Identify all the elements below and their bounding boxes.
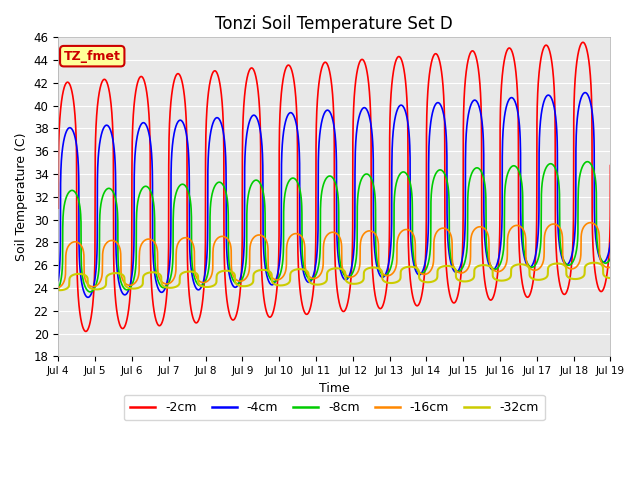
Line: -32cm: -32cm bbox=[58, 263, 611, 290]
-32cm bbox=[388, 280, 396, 286]
-2cm bbox=[54, 205, 62, 211]
-8cm bbox=[173, 188, 180, 194]
Line: -4cm: -4cm bbox=[58, 93, 611, 297]
-4cm bbox=[54, 277, 62, 283]
-8cm bbox=[584, 159, 591, 165]
-8cm bbox=[86, 289, 94, 295]
-32cm bbox=[54, 287, 62, 293]
-32cm bbox=[607, 276, 614, 281]
-16cm bbox=[388, 271, 396, 277]
-2cm bbox=[398, 58, 406, 64]
-32cm bbox=[398, 266, 406, 272]
-4cm bbox=[388, 143, 396, 148]
-32cm bbox=[607, 276, 614, 281]
-8cm bbox=[607, 256, 614, 262]
Legend: -2cm, -4cm, -8cm, -16cm, -32cm: -2cm, -4cm, -8cm, -16cm, -32cm bbox=[124, 395, 545, 420]
-4cm bbox=[398, 103, 406, 108]
-16cm bbox=[554, 223, 562, 228]
-2cm bbox=[554, 271, 562, 276]
Line: -16cm: -16cm bbox=[58, 223, 611, 288]
-8cm bbox=[554, 175, 562, 181]
-16cm bbox=[209, 268, 216, 274]
-16cm bbox=[54, 285, 62, 290]
-2cm bbox=[607, 163, 614, 168]
-16cm bbox=[607, 264, 614, 270]
-4cm bbox=[581, 90, 589, 96]
-4cm bbox=[209, 121, 216, 127]
-4cm bbox=[607, 241, 614, 247]
-4cm bbox=[84, 294, 92, 300]
-8cm bbox=[54, 286, 62, 292]
Text: TZ_fmet: TZ_fmet bbox=[64, 49, 121, 63]
Y-axis label: Soil Temperature (C): Soil Temperature (C) bbox=[15, 132, 28, 261]
-32cm bbox=[173, 284, 180, 289]
-8cm bbox=[607, 255, 614, 261]
-2cm bbox=[388, 77, 396, 83]
-8cm bbox=[209, 189, 216, 195]
X-axis label: Time: Time bbox=[319, 382, 349, 395]
-32cm bbox=[56, 288, 63, 293]
-16cm bbox=[586, 220, 594, 226]
-8cm bbox=[398, 169, 406, 175]
-32cm bbox=[554, 261, 562, 266]
-2cm bbox=[209, 70, 216, 76]
Line: -8cm: -8cm bbox=[58, 162, 611, 292]
-32cm bbox=[209, 283, 216, 289]
-16cm bbox=[606, 264, 614, 270]
-4cm bbox=[173, 121, 180, 127]
Title: Tonzi Soil Temperature Set D: Tonzi Soil Temperature Set D bbox=[216, 15, 453, 33]
-2cm bbox=[173, 72, 180, 77]
-32cm bbox=[590, 260, 598, 265]
-4cm bbox=[607, 240, 614, 246]
Line: -2cm: -2cm bbox=[58, 42, 611, 331]
-8cm bbox=[388, 259, 396, 264]
-2cm bbox=[82, 328, 90, 334]
-2cm bbox=[607, 213, 614, 219]
-16cm bbox=[173, 246, 180, 252]
-4cm bbox=[554, 227, 562, 233]
-16cm bbox=[398, 228, 406, 234]
-2cm bbox=[579, 39, 587, 45]
